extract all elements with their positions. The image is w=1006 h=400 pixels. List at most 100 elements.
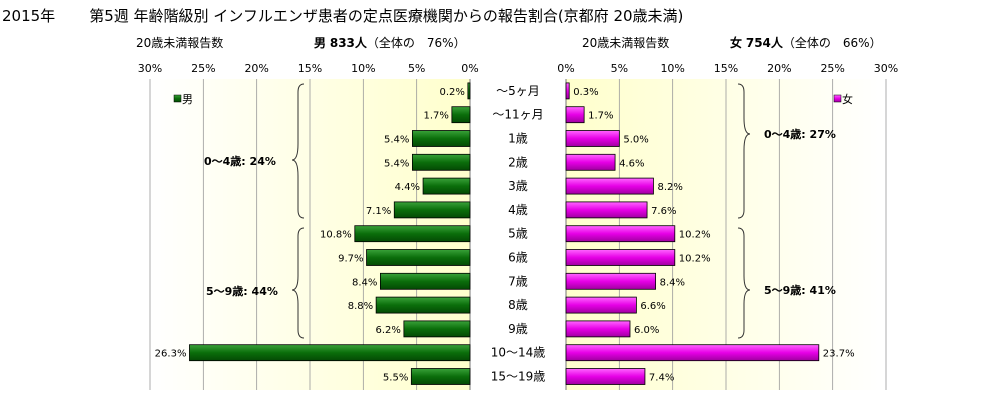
- female-bar: [565, 82, 570, 100]
- male-value-label: 26.3%: [155, 349, 187, 360]
- title-text: 第5週 年齢階級別 インフルエンザ患者の定点医療機関からの報告割合(京都府 20…: [89, 7, 684, 25]
- male-legend-label: 男: [182, 93, 193, 106]
- female-value-label: 7.4%: [649, 373, 674, 384]
- x-tick-right: 10%: [660, 62, 684, 75]
- x-tick-left: 10%: [351, 62, 375, 75]
- male-value-label: 6.2%: [375, 325, 400, 336]
- female-value-label: 5.0%: [623, 135, 648, 146]
- male-value-label: 5.4%: [384, 158, 409, 169]
- left-share: （全体の 76%）: [366, 36, 466, 50]
- female-value-label: 7.6%: [651, 206, 676, 217]
- x-tick-right: 30%: [874, 62, 898, 75]
- x-tick-left: 15%: [298, 62, 322, 75]
- male-value-label: 5.4%: [384, 135, 409, 146]
- male-value-label: 1.7%: [423, 111, 448, 122]
- female-bar: [565, 368, 646, 385]
- male-bar: [411, 153, 471, 171]
- x-tick-left: 30%: [138, 62, 162, 75]
- category-label: 10～14歳: [491, 346, 546, 360]
- male-bracket-0-4: [291, 83, 305, 219]
- right-header-summary: 女 754人（全体の 66%）: [730, 34, 882, 51]
- x-tick-right: 20%: [767, 62, 791, 75]
- x-tick-left: 0%: [461, 62, 478, 75]
- category-label: 5歳: [508, 227, 528, 241]
- female-value-label: 4.6%: [619, 158, 644, 169]
- female-value-label: 10.2%: [679, 230, 711, 241]
- category-label: ～5ヶ月: [496, 84, 540, 98]
- male-value-label: 10.8%: [320, 230, 352, 241]
- male-legend-swatch: [173, 94, 182, 103]
- category-label: 7歳: [508, 274, 528, 288]
- female-value-label: 8.2%: [657, 182, 682, 193]
- male-bracket-5-9: [291, 227, 305, 339]
- male-value-label: 5.5%: [383, 373, 408, 384]
- category-label: 1歳: [508, 132, 528, 146]
- right-share: （全体の 66%）: [782, 36, 882, 50]
- male-value-label: 9.7%: [338, 254, 363, 265]
- female-bar: [565, 272, 656, 290]
- female-bar: [565, 249, 676, 266]
- title-year: 2015年: [2, 7, 56, 25]
- female-legend: 女: [833, 92, 853, 106]
- chart-title: 2015年 第5週 年齢階級別 インフルエンザ患者の定点医療機関からの報告割合(京…: [2, 5, 683, 26]
- male-legend: 男: [173, 93, 193, 106]
- female-bar: [565, 320, 631, 338]
- female-bar: [565, 225, 676, 243]
- male-value-label: 8.8%: [348, 301, 373, 312]
- female-bar: [565, 130, 620, 147]
- female-legend-swatch: [833, 94, 842, 103]
- x-tick-right: 5%: [611, 62, 628, 75]
- male-value-label: 0.2%: [439, 87, 464, 98]
- female-bar: [565, 296, 637, 314]
- male-bar: [189, 344, 471, 362]
- female-bar: [565, 201, 648, 219]
- female-bar: [565, 153, 616, 171]
- left-count: 833人: [329, 36, 367, 50]
- x-tick-left: 5%: [408, 62, 425, 75]
- female-group-0-4: 0～4歳: 27%: [764, 127, 836, 141]
- male-bar: [379, 272, 471, 290]
- right-sex: 女: [730, 36, 743, 50]
- right-count-label: 20歳未満報告数: [582, 36, 670, 50]
- category-label: 6歳: [508, 251, 528, 265]
- female-group-5-9: 5～9歳: 41%: [764, 283, 836, 297]
- male-value-label: 7.1%: [366, 206, 391, 217]
- female-value-label: 1.7%: [588, 111, 613, 122]
- x-tick-right: 0%: [557, 62, 574, 75]
- male-bar: [410, 368, 471, 385]
- female-value-label: 6.0%: [634, 325, 659, 336]
- category-label: 2歳: [508, 155, 528, 169]
- category-label: 4歳: [508, 203, 528, 217]
- male-bar: [467, 82, 471, 100]
- female-value-label: 10.2%: [679, 254, 711, 265]
- male-bar: [422, 177, 471, 195]
- category-label: 3歳: [508, 179, 528, 193]
- male-bar: [354, 225, 471, 243]
- right-count: 754人: [745, 36, 783, 50]
- male-value-label: 8.4%: [352, 277, 377, 288]
- female-value-label: 8.4%: [660, 277, 685, 288]
- category-label: ～11ヶ月: [492, 108, 543, 122]
- male-bar: [403, 320, 471, 338]
- male-bar: [393, 201, 471, 219]
- left-sex: 男: [314, 36, 327, 50]
- male-bar: [375, 296, 471, 314]
- male-group-0-4: 0～4歳: 24%: [204, 154, 276, 168]
- category-label: 15～19歳: [491, 370, 546, 384]
- male-group-5-9: 5～9歳: 44%: [206, 284, 278, 298]
- male-bar: [411, 130, 471, 147]
- category-label: 8歳: [508, 298, 528, 312]
- left-header-summary: 男 833人（全体の 76%）: [314, 34, 466, 51]
- female-bar: [565, 177, 654, 195]
- x-tick-left: 20%: [244, 62, 268, 75]
- female-value-label: 0.3%: [573, 87, 598, 98]
- female-legend-label: 女: [842, 92, 853, 106]
- male-value-label: 4.4%: [395, 182, 420, 193]
- female-value-label: 23.7%: [823, 349, 855, 360]
- female-bracket-0-4: [737, 83, 751, 219]
- left-count-label: 20歳未満報告数: [136, 36, 224, 50]
- male-bar: [366, 249, 471, 266]
- female-bar: [565, 106, 585, 124]
- x-tick-right: 25%: [820, 62, 844, 75]
